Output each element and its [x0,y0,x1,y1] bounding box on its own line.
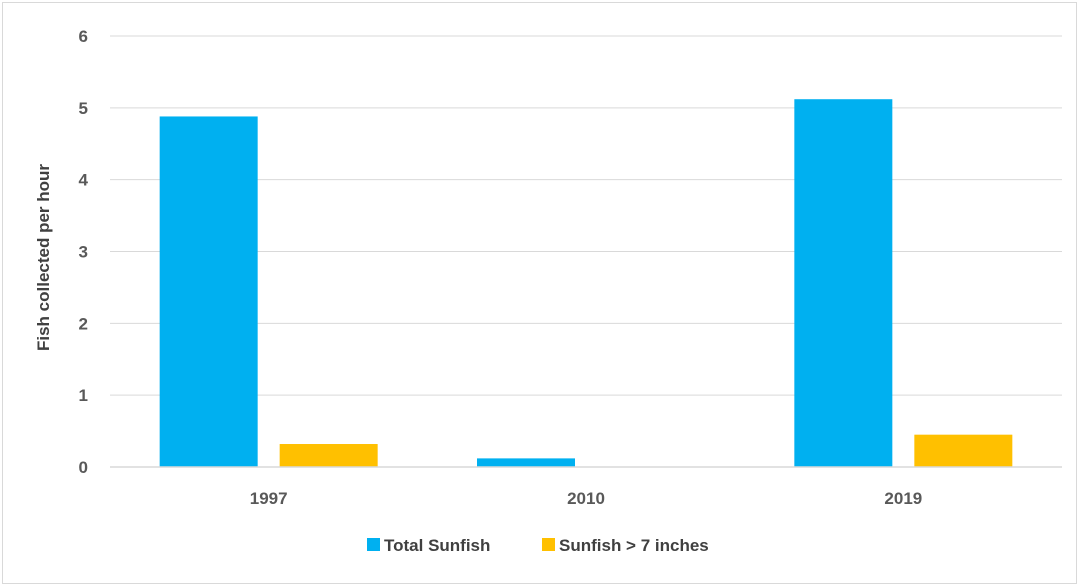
y-tick-label: 2 [79,314,88,333]
bar-total-sunfish [159,116,258,467]
legend-swatch [542,538,555,551]
gridlines [110,35,1062,396]
x-tick-label: 1997 [250,489,288,508]
y-tick-label: 4 [79,171,89,190]
bars [159,99,1013,468]
x-tick-label: 2010 [567,489,605,508]
x-axis-ticks: 1997 2010 2019 [250,489,922,508]
bar-total-sunfish [477,458,575,467]
legend: Total Sunfish Sunfish > 7 inches [367,536,709,555]
y-tick-label: 6 [79,27,88,46]
legend-swatch [367,538,380,551]
y-tick-label: 3 [79,243,88,262]
bar-total-sunfish [794,99,893,468]
x-tick-label: 2019 [884,489,922,508]
legend-label: Sunfish > 7 inches [559,536,709,555]
y-tick-label: 0 [79,458,88,477]
y-tick-label: 1 [79,386,88,405]
y-axis-title: Fish collected per hour [34,164,53,351]
y-axis-ticks: 0 1 2 3 4 5 6 [79,27,89,477]
bar-sunfish-over-7-inches [279,444,378,467]
y-tick-label: 5 [79,99,88,118]
legend-label: Total Sunfish [384,536,490,555]
bar-sunfish-over-7-inches [914,434,1013,467]
